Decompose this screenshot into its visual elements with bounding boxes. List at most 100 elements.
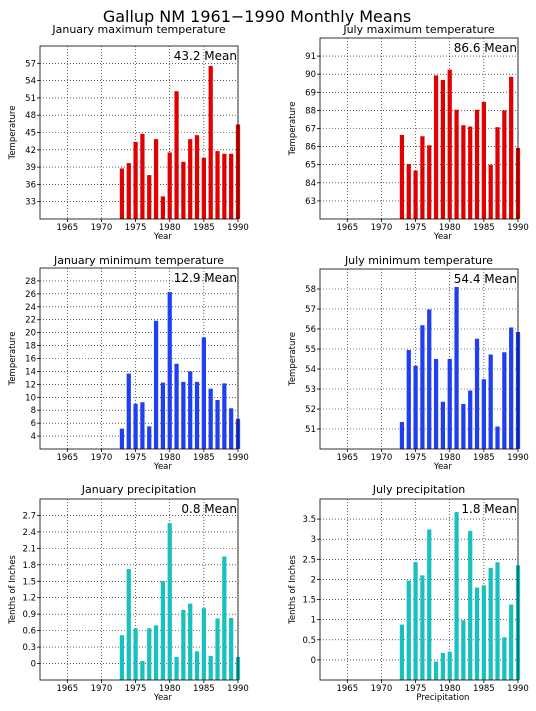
- chart-panels: January maximum temperature3336394245485…: [8, 23, 529, 703]
- y-tick-label: 51: [305, 425, 316, 435]
- bar: [140, 133, 145, 219]
- y-tick-label: 0.3: [22, 643, 36, 653]
- figure-title: Gallup NM 1961−1990 Monthly Means: [103, 7, 411, 26]
- x-tick-label: 1970: [91, 684, 113, 694]
- y-tick-label: 55: [305, 345, 316, 355]
- bar: [399, 624, 405, 680]
- bar: [215, 151, 220, 219]
- bar: [147, 628, 152, 680]
- chart-panel: January precipitation 0 0.3 0.6 0.9 1.2 1.5 1.8…: [8, 483, 249, 703]
- bar: [474, 109, 480, 219]
- bar: [399, 134, 405, 219]
- x-tick-label: 1970: [371, 223, 393, 233]
- y-tick-label: 84: [305, 179, 316, 189]
- bar: [454, 287, 459, 449]
- y-tick-label: 57: [305, 305, 316, 315]
- bar: [468, 530, 473, 680]
- bar: [153, 625, 159, 680]
- bar: [222, 556, 227, 680]
- y-tick-label: 3: [311, 535, 316, 545]
- bar: [440, 80, 446, 220]
- x-tick-label: 1990: [227, 453, 249, 463]
- bar: [188, 603, 193, 680]
- x-axis-label: Year: [153, 232, 173, 242]
- y-tick-label: 54: [305, 365, 316, 375]
- bar: [181, 609, 186, 680]
- mean-label: 12.9 Mean: [174, 271, 237, 285]
- bar: [447, 359, 452, 449]
- bar: [119, 168, 125, 219]
- bar: [461, 620, 466, 680]
- bar: [509, 604, 514, 680]
- y-axis-label: Tenths of Inches: [8, 555, 18, 625]
- y-tick-label: 6: [31, 419, 36, 429]
- bar: [194, 381, 200, 449]
- x-tick-label: 1970: [371, 684, 393, 694]
- bar: [119, 428, 125, 449]
- y-tick-label: 0.9: [22, 610, 36, 620]
- x-tick-label: 1985: [473, 453, 495, 463]
- y-tick-label: 1.5: [302, 596, 316, 606]
- bar: [215, 399, 220, 449]
- bar: [126, 373, 131, 449]
- bar: [495, 127, 500, 219]
- bar: [474, 587, 480, 680]
- bar: [160, 196, 166, 219]
- y-axis-label: Temperature: [8, 106, 18, 161]
- bar: [188, 139, 193, 219]
- y-tick-label: 2.5: [302, 555, 316, 565]
- bar: [481, 379, 486, 449]
- bar: [474, 338, 480, 449]
- plot-frame: [319, 498, 519, 681]
- bar: [427, 529, 432, 680]
- y-tick-label: 88: [305, 106, 316, 116]
- plot-frame: [39, 498, 239, 681]
- y-axis-label: Temperature: [288, 332, 298, 387]
- bar: [167, 523, 172, 680]
- chart-panel: January maximum temperature 33 36 39 42 45 48 5…: [8, 23, 249, 242]
- bar: [133, 628, 138, 680]
- panel-title: July minimum temperature: [344, 254, 493, 267]
- bar: [488, 164, 493, 219]
- bar: [208, 655, 213, 680]
- x-tick-label: 1975: [405, 223, 427, 233]
- x-tick-label: 1980: [159, 223, 181, 233]
- bar: [481, 585, 486, 680]
- bar: [174, 363, 179, 449]
- y-tick-label: 0: [31, 660, 36, 670]
- x-axis-label: Year: [153, 462, 173, 472]
- bar: [427, 145, 432, 219]
- y-axis-label: Temperature: [288, 102, 298, 157]
- bar: [153, 320, 159, 449]
- x-tick-label: 1980: [159, 684, 181, 694]
- y-tick-label: 18: [25, 342, 36, 352]
- x-tick-label: 1965: [56, 453, 78, 463]
- x-tick-label: 1970: [371, 453, 393, 463]
- bar: [509, 76, 514, 220]
- y-tick-label: 1: [311, 616, 316, 626]
- y-tick-label: 67: [305, 125, 316, 135]
- x-tick-label: 1965: [56, 223, 78, 233]
- bar: [502, 110, 507, 219]
- bar: [188, 371, 193, 449]
- y-tick-label: 90: [305, 70, 316, 80]
- bar: [495, 426, 500, 449]
- x-tick-label: 1985: [473, 223, 495, 233]
- y-axis-label: Temperature: [8, 332, 18, 387]
- chart-panel: July precipitation 0 0.5 1 1.5 2 2.5 3 3.5 1965 19…: [288, 483, 529, 703]
- y-tick-label: 36: [25, 180, 36, 190]
- bar: [229, 153, 234, 219]
- bar: [133, 403, 138, 449]
- bar: [201, 608, 206, 680]
- bar: [502, 637, 507, 680]
- bar: [119, 635, 125, 680]
- bar: [140, 402, 145, 449]
- bar: [201, 157, 206, 219]
- y-tick-label: 1.8: [22, 561, 36, 571]
- bar: [194, 135, 200, 219]
- panel-title: January maximum temperature: [51, 23, 225, 36]
- bar: [447, 651, 452, 680]
- bar: [447, 69, 452, 219]
- y-tick-label: 1.5: [22, 577, 36, 587]
- bar: [229, 617, 234, 680]
